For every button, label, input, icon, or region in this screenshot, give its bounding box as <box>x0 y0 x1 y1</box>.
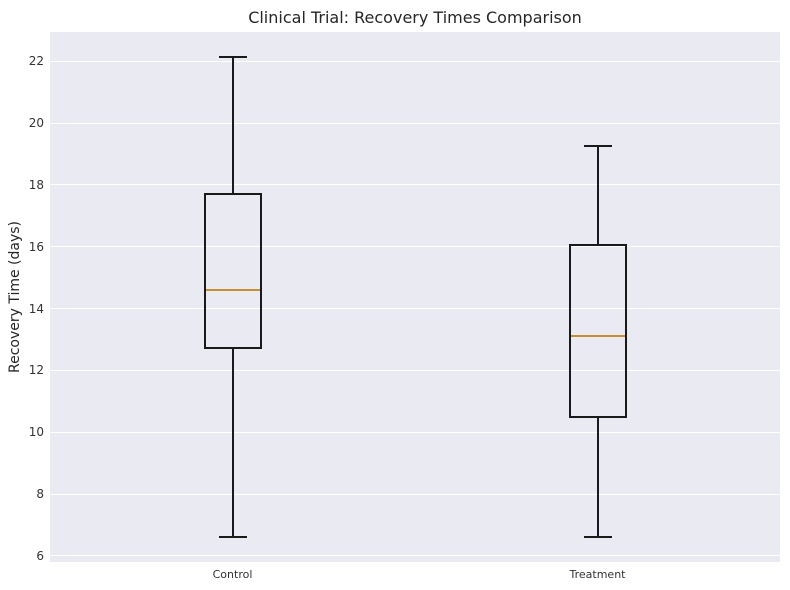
y-tick-label: 14 <box>28 301 44 316</box>
y-tick-label: 18 <box>28 177 44 192</box>
iqr-box <box>203 192 262 349</box>
whisker-lower <box>231 348 234 538</box>
x-tick-label-treatment: Treatment <box>569 568 626 581</box>
gridline-y-22 <box>50 60 780 62</box>
y-tick-label: 10 <box>28 425 44 440</box>
whisker-lower <box>596 418 599 538</box>
gridline-y-12 <box>50 369 780 371</box>
median-line <box>205 289 260 292</box>
whisker-cap-bottom <box>218 536 247 539</box>
y-tick-label: 20 <box>28 116 44 131</box>
y-tick-label: 8 <box>36 487 44 501</box>
gridline-y-14 <box>50 308 780 310</box>
gridline-y-18 <box>50 184 780 186</box>
gridline-y-16 <box>50 246 780 248</box>
y-tick-label: 16 <box>28 239 44 254</box>
x-tick-label-control: Control <box>212 568 253 581</box>
gridline-y-10 <box>50 431 780 433</box>
gridline-y-6 <box>50 555 780 557</box>
chart-title: Clinical Trial: Recovery Times Compariso… <box>248 8 582 27</box>
whisker-upper <box>596 146 599 244</box>
y-tick-label: 12 <box>28 363 44 378</box>
whisker-cap-top <box>218 55 247 58</box>
y-tick-label: 22 <box>28 54 44 69</box>
whisker-cap-bottom <box>583 536 612 539</box>
gridline-y-8 <box>50 493 780 495</box>
whisker-upper <box>231 56 234 193</box>
plot-area <box>50 32 780 562</box>
y-tick-label: 6 <box>36 548 44 563</box>
whisker-cap-top <box>583 145 612 148</box>
iqr-box <box>568 243 627 419</box>
median-line <box>570 335 625 338</box>
gridline-y-20 <box>50 122 780 124</box>
